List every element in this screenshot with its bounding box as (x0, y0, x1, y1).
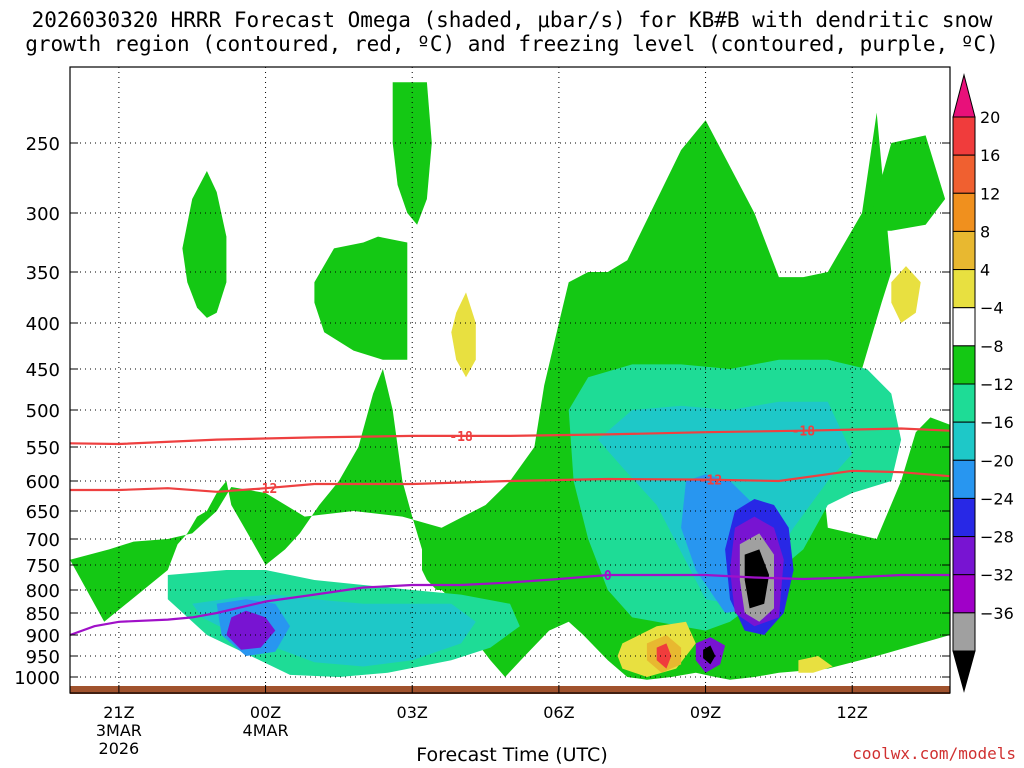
colorbar-label: −8 (980, 337, 1004, 356)
y-tick-label: 900 (26, 626, 60, 647)
gridlines (70, 67, 950, 693)
omega-area-purple-core-left (226, 610, 276, 650)
colorbar-label: −16 (980, 413, 1014, 432)
colorbar-band (952, 345, 976, 385)
colorbar-band (952, 421, 976, 461)
y-tick-label: 450 (26, 360, 60, 381)
colorbar-band (952, 536, 976, 576)
dgz-isotherm--18-label: -18 (449, 430, 473, 445)
x-tick-label: 00Z (250, 703, 281, 722)
colorbar-label: −20 (980, 451, 1014, 470)
isotherm-contours (70, 427, 950, 637)
y-tick-label: 800 (26, 581, 60, 602)
colorbar-band (952, 116, 976, 156)
colorbar-band (952, 307, 976, 347)
colorbar-label: −4 (980, 299, 1004, 318)
colorbar-label: −24 (980, 489, 1014, 508)
isotherm-labels: -18 -18 -12 -12 0 (254, 425, 816, 584)
colorbar-label: 4 (980, 261, 990, 280)
y-tick-label: 500 (26, 401, 60, 422)
dgz-isotherm--12-label: -12 (254, 482, 277, 497)
y-tick-label: 950 (26, 647, 60, 668)
omega-area-yellow-left (451, 292, 476, 378)
x-tick-year: 2026 (99, 739, 140, 758)
chart-title-line1: 2026030320 HRRR Forecast Omega (shaded, … (31, 8, 993, 32)
x-tick-date: 3MAR (96, 721, 142, 740)
freezing-level-isotherm-label: 0 (604, 569, 612, 584)
colorbar-band (952, 497, 976, 538)
x-tick-label: 06Z (543, 703, 574, 722)
colorbar-band (952, 459, 976, 499)
colorbar-bottom-arrow (952, 650, 976, 693)
y-tick-label: 850 (26, 604, 60, 625)
plot-frame (69, 66, 951, 694)
colorbar-band (952, 383, 976, 423)
freezing-level-isotherm (70, 573, 950, 637)
omega-area-black-small-bottom (703, 645, 716, 665)
colorbar-label: 8 (980, 222, 990, 241)
credit-text: coolwx.com/models (852, 744, 1016, 763)
colorbar-band (952, 230, 976, 271)
colorbar-band (952, 269, 976, 309)
colorbar-label: 16 (980, 146, 1000, 165)
colorbar-label: −32 (980, 566, 1014, 585)
ground-surface (70, 686, 950, 694)
colorbar-band (952, 192, 976, 232)
colorbar-band (952, 154, 976, 194)
omega-area-yellow-right (891, 266, 921, 323)
omega-area-black-core (744, 549, 770, 609)
y-tick-label: 350 (26, 263, 60, 284)
colorbar-label: −36 (980, 604, 1014, 623)
omega-shaded-areas (70, 82, 950, 680)
dgz-isotherm--12 (70, 469, 950, 493)
dgz-isotherm--18 (70, 427, 950, 446)
x-tick-label: 12Z (837, 703, 868, 722)
omega-area-mid-left-green (314, 236, 408, 360)
omega-area-upper-left-green (182, 171, 227, 318)
y-tick-label: 1000 (14, 668, 60, 689)
colorbar: 20 16 12 8 4 −4 −8 −12 −16 −20 −24 −28 −32 −36 (952, 73, 1014, 693)
omega-area-red-core (656, 643, 672, 669)
omega-area-top-center-green (392, 82, 432, 225)
x-tick-label: 09Z (690, 703, 721, 722)
y-tick-label: 550 (26, 438, 60, 459)
y-tick-label: 300 (26, 204, 60, 225)
y-tick-label: 650 (26, 502, 60, 523)
y-tick-label: 250 (26, 134, 60, 155)
x-tick-date: 4MAR (243, 721, 289, 740)
dgz-isotherm--18-label: -18 (792, 425, 816, 440)
colorbar-label: −12 (980, 375, 1014, 394)
colorbar-label: 12 (980, 184, 1000, 203)
colorbar-label: 20 (980, 108, 1000, 127)
y-tick-label: 750 (26, 556, 60, 577)
dgz-isotherm--12-label: -12 (699, 474, 722, 489)
y-axis-ticks: 2503003504004505005506006507007508008509… (14, 134, 950, 689)
colorbar-top-arrow (952, 73, 976, 118)
omega-area-right-top-green (866, 135, 946, 231)
y-tick-label: 700 (26, 530, 60, 551)
colorbar-band (952, 574, 976, 614)
x-tick-label: 03Z (397, 703, 428, 722)
colorbar-band (952, 612, 976, 652)
colorbar-label: −28 (980, 528, 1014, 547)
x-axis-label: Forecast Time (UTC) (416, 744, 608, 766)
y-tick-label: 600 (26, 472, 60, 493)
chart-title-line2: growth region (contoured, red, ºC) and f… (25, 32, 999, 56)
x-tick-label: 21Z (103, 703, 134, 722)
y-tick-label: 400 (26, 314, 60, 335)
omega-area-yellow-bottom-right (798, 656, 833, 673)
